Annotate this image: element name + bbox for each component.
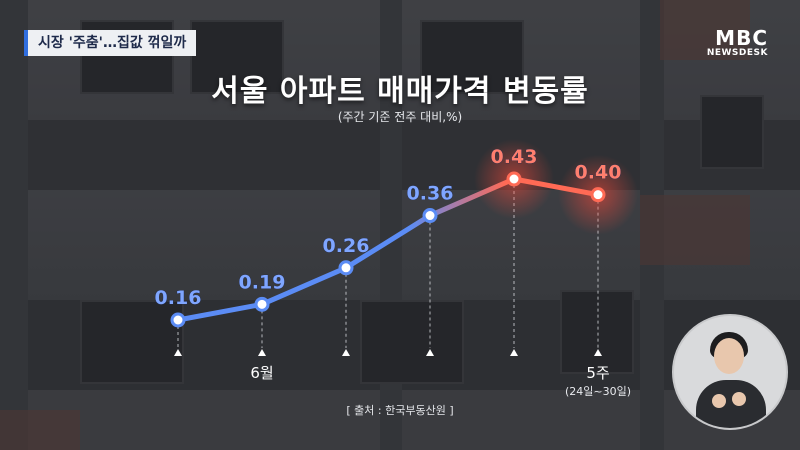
x-tick-label: 5주 [586,364,609,382]
data-point [422,208,438,224]
data-label: 0.19 [239,271,286,293]
data-label: 0.40 [575,162,622,184]
data-label: 0.36 [407,183,454,205]
x-tick-marker [258,349,266,356]
x-tick-marker [342,349,350,356]
data-label: 0.43 [491,146,538,168]
logo-main: MBC [715,26,768,50]
mbc-logo: MBC NEWSDESK [707,28,768,58]
source-note: [ 출처 : 한국부동산원 ] [346,404,454,417]
x-tick-marker [594,349,602,356]
data-point [506,171,522,187]
data-point [254,296,270,312]
news-caption: 시장 '주춤'…집값 꺾일까 [24,30,197,56]
x-tick-sublabel: (24일~30일) [565,384,631,398]
x-tick-marker [510,349,518,356]
chart-title: 서울 아파트 매매가격 변동률 [211,74,589,109]
data-point [590,187,606,203]
series-line [175,176,601,323]
sign-language-interpreter-inset [672,314,788,430]
data-point [338,260,354,276]
x-tick-marker [426,349,434,356]
data-label: 0.26 [323,235,370,257]
chart-subtitle: (주간 기준 전주 대비,%) [337,110,463,124]
data-point [170,312,186,328]
data-label: 0.16 [155,287,202,309]
logo-sub: NEWSDESK [706,48,768,58]
x-tick-label: 6월 [250,364,273,382]
x-tick-marker [174,349,182,356]
